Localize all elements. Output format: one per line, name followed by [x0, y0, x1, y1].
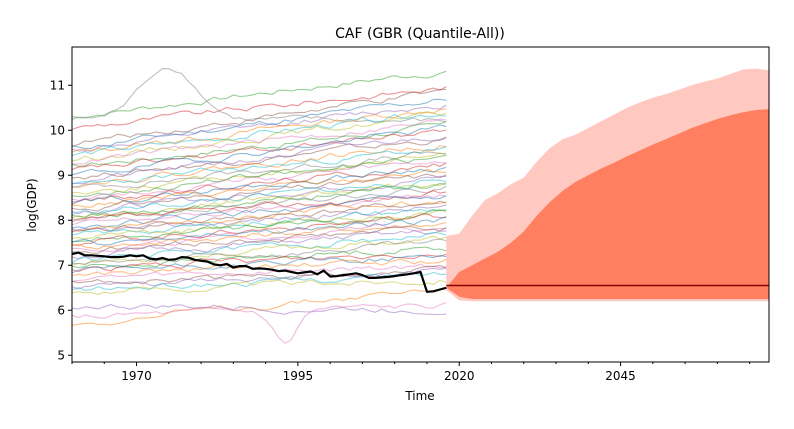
background-series-line: [72, 146, 447, 185]
background-series-line: [72, 304, 447, 316]
x-tick-label: 1970: [121, 369, 152, 383]
plot-frame: [71, 46, 770, 363]
background-series-line: [72, 124, 447, 176]
background-series-line: [72, 238, 447, 265]
y-tick-label: 7: [57, 258, 65, 272]
background-series-line: [72, 137, 447, 184]
background-series-line: [72, 213, 447, 247]
background-series-line: [72, 173, 447, 212]
background-series-line: [72, 204, 447, 233]
background-series-line: [72, 114, 447, 157]
background-series-line: [72, 246, 447, 269]
background-series-line: [72, 267, 447, 290]
chart-title: CAF (GBR (Quantile-All)): [335, 26, 505, 42]
plot-content: [72, 68, 769, 344]
y-tick-label: 10: [50, 123, 65, 137]
background-series-line: [72, 225, 447, 254]
background-series-line: [72, 166, 447, 203]
background-series-line: [72, 279, 447, 295]
y-tick-label: 5: [57, 348, 65, 362]
y-tick-label: 11: [50, 78, 65, 92]
background-series-line: [72, 70, 447, 119]
background-series-line: [72, 129, 447, 170]
background-series-line: [72, 104, 447, 152]
x-tick-label: 2045: [605, 369, 636, 383]
y-tick-label: 8: [57, 213, 65, 227]
background-series-line: [72, 108, 447, 153]
background-series-line: [72, 88, 447, 147]
axes: 5 6 7 8 9 10 11 1970 1995 2020 2045: [50, 46, 770, 383]
background-series-line: [72, 224, 447, 253]
background-series-line: [72, 162, 447, 205]
x-axis-label: Time: [404, 389, 434, 403]
background-series-line: [72, 98, 447, 149]
background-series-line: [72, 230, 447, 260]
background-series-line: [72, 215, 447, 246]
background-series-line: [72, 254, 447, 274]
y-tick-label: 6: [57, 303, 65, 317]
background-series-line: [72, 86, 447, 130]
background-series-line: [72, 258, 447, 277]
background-series-line: [72, 195, 447, 229]
x-tick-label: 1995: [283, 369, 314, 383]
background-series-line: [72, 161, 447, 202]
background-series-line: [72, 301, 447, 344]
background-series-line: [72, 183, 447, 218]
background-series-line: [72, 118, 447, 165]
background-series-line: [72, 201, 447, 232]
background-series-line: [72, 263, 447, 282]
background-series-line: [72, 136, 447, 180]
background-series-line: [72, 253, 447, 273]
background-series-line: [72, 231, 447, 263]
background-series-line: [72, 194, 447, 226]
background-series-line: [72, 120, 447, 167]
highlight-series-line: [72, 251, 447, 293]
forecast-inner-band: [446, 109, 769, 299]
background-series-line: [72, 151, 447, 189]
x-tick-label: 2020: [444, 369, 475, 383]
y-tick-label: 9: [57, 168, 65, 182]
y-axis-label: log(GDP): [25, 178, 39, 231]
plot-area: [72, 68, 769, 344]
